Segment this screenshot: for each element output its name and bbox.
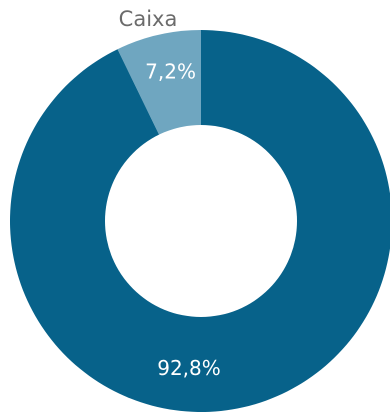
slice-value-label-other: 92,8% bbox=[157, 356, 221, 380]
donut-hole bbox=[105, 125, 297, 317]
category-label-caixa: Caixa bbox=[119, 7, 178, 31]
slice-value-label-caixa: 7,2% bbox=[145, 59, 196, 83]
